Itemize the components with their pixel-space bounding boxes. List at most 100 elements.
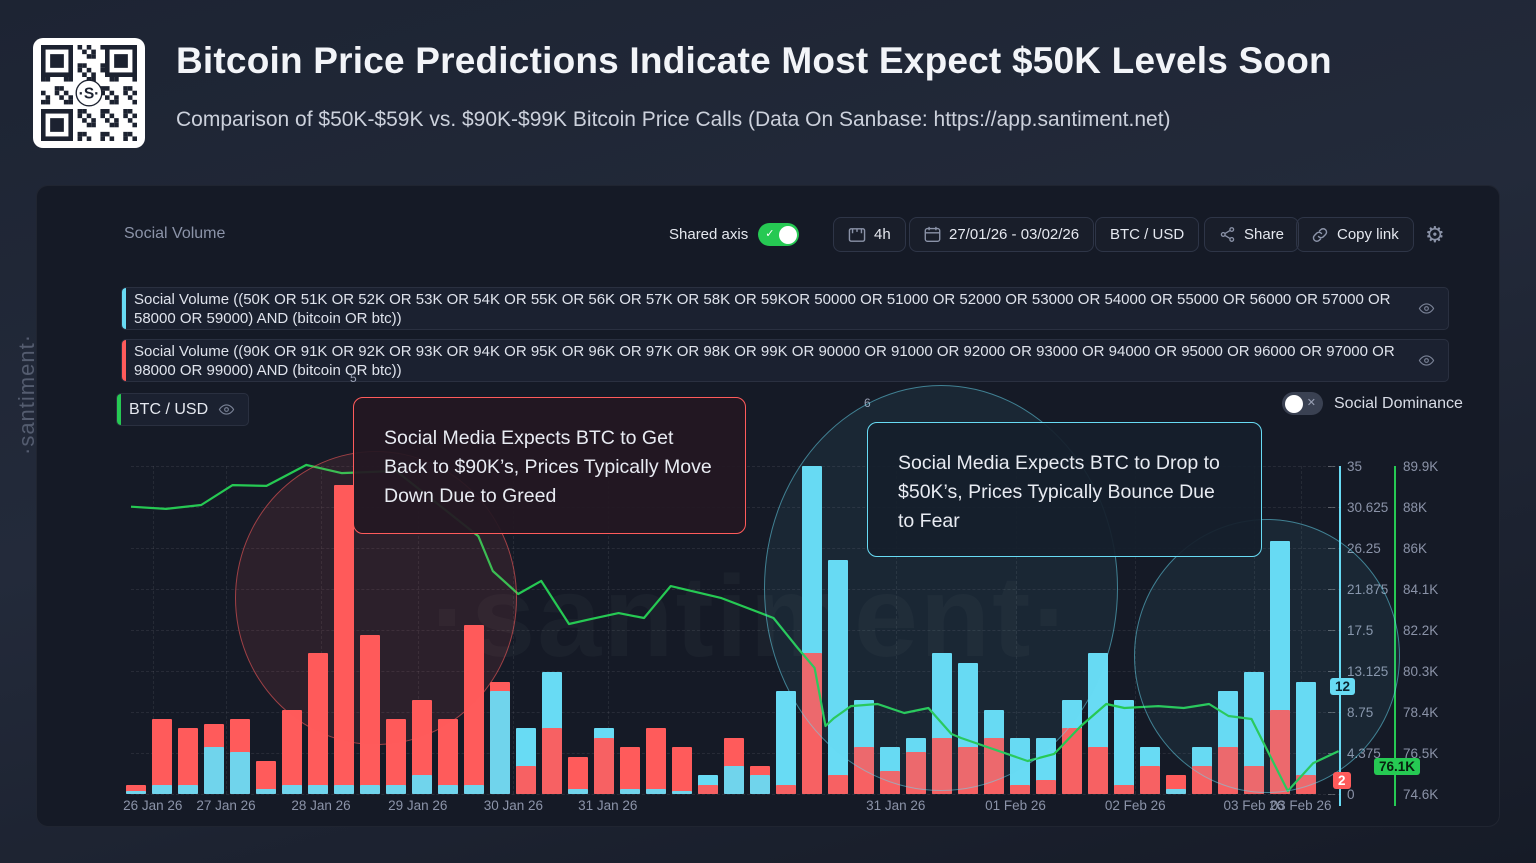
x-axis-label: 27 Jan 26 (196, 798, 256, 813)
current-price-badge: 76.1K (1374, 758, 1421, 775)
volume-axis-label: 21.875 (1347, 582, 1389, 597)
pair-legend-row[interactable]: BTC / USD (116, 393, 250, 426)
interval-button[interactable]: 4h (833, 217, 906, 252)
pair-legend-label: BTC / USD (129, 400, 209, 418)
bar-social-volume-50s (282, 784, 302, 794)
bar-social-volume-50s (334, 784, 354, 794)
gridline-vertical (152, 466, 154, 794)
shared-axis-toggle[interactable]: ✓ (758, 223, 800, 246)
pair-button[interactable]: BTC / USD (1095, 217, 1200, 252)
interval-label: 4h (874, 226, 891, 243)
volume-axis-tick (1328, 712, 1335, 713)
bar-social-volume-90s (464, 625, 484, 794)
bar-social-volume-90s (672, 747, 692, 794)
x-axis-label: 03 Feb 26 (1223, 798, 1285, 813)
bar-social-volume-90s (620, 747, 640, 794)
bar-social-volume-50s (178, 784, 198, 794)
bar-social-volume-90s (958, 747, 978, 794)
ruler-icon (848, 227, 866, 242)
bar-social-volume-90s (1088, 747, 1108, 794)
bar-social-volume-50s (256, 789, 276, 794)
bar-social-volume-90s (126, 784, 146, 794)
bar-social-volume-50s (126, 791, 146, 794)
bar-social-volume-90s (308, 653, 328, 794)
share-button[interactable]: Share (1204, 217, 1300, 252)
x-axis-label: 02 Feb 26 (1104, 798, 1166, 813)
gridline-horizontal (131, 671, 1341, 672)
gridline-vertical (1253, 466, 1255, 794)
page-subtitle: Comparison of $50K-$59K vs. $90K-$99K Bi… (176, 108, 1171, 131)
watermark-santiment-side: ·santiment· (14, 333, 39, 455)
bar-social-volume-50s (204, 747, 224, 794)
check-icon: ✓ (765, 228, 775, 240)
date-range-button[interactable]: 27/01/26 - 03/02/26 (909, 217, 1095, 252)
legend-row-50k[interactable]: Social Volume ((50K OR 51K OR 52K OR 53K… (121, 287, 1449, 330)
copy-link-button[interactable]: Copy link (1296, 217, 1414, 252)
bar-social-volume-90s (828, 775, 848, 794)
bar-social-volume-90s (906, 751, 926, 794)
gridline-vertical (1135, 466, 1137, 794)
bar-social-volume-50s (412, 775, 432, 794)
x-axis-label: 31 Jan 26 (578, 798, 638, 813)
volume-axis-tick (1328, 794, 1335, 795)
chart-panel: Social Volume Shared axis ✓ 4h 27/01/26 … (36, 185, 1500, 827)
volume-axis-tick (1328, 671, 1335, 672)
x-axis-label: 30 Jan 26 (483, 798, 544, 813)
annotation-box-90k[interactable]: Social Media Expects BTC to Get Back to … (353, 397, 746, 534)
bar-social-volume-90s (1244, 765, 1264, 794)
annotation-text-50k: Social Media Expects BTC to Drop to $50K… (898, 452, 1220, 532)
bar-social-volume-50s (750, 775, 770, 794)
volume-axis-label: 30.625 (1347, 500, 1389, 515)
price-axis-label: 76.5K (1403, 746, 1439, 761)
share-label: Share (1244, 226, 1285, 243)
calendar-icon (924, 226, 941, 242)
bar-social-volume-90s (1192, 765, 1212, 794)
bar-social-volume-50s (152, 784, 172, 794)
bar-social-volume-50s (386, 784, 406, 794)
price-axis-label: 89.9K (1403, 459, 1439, 474)
annotation-box-50k[interactable]: Social Media Expects BTC to Drop to $50K… (867, 422, 1262, 557)
price-axis-line (1394, 466, 1396, 806)
toggle-knob (778, 225, 797, 244)
bar-social-volume-50s (724, 765, 744, 794)
volume-axis-label: 17.5 (1347, 623, 1374, 638)
x-icon: ✕ (1306, 397, 1316, 409)
page-title: Bitcoin Price Predictions Indicate Most … (176, 40, 1332, 81)
bar-social-volume-90s (776, 784, 796, 794)
bar-social-volume-50s (776, 690, 796, 794)
legend-row-90k[interactable]: Social Volume ((90K OR 91K OR 92K OR 93K… (121, 339, 1449, 382)
bar-social-volume-50s (1114, 700, 1134, 794)
bar-social-volume-90s (1010, 784, 1030, 794)
bar-social-volume-90s (1296, 775, 1316, 794)
gridline-vertical (1301, 466, 1303, 794)
volume-axis-tick (1328, 507, 1335, 508)
bar-social-volume-50s (308, 784, 328, 794)
eye-icon[interactable] (217, 401, 236, 418)
eye-icon[interactable] (1417, 300, 1436, 322)
gridline-vertical (513, 466, 515, 794)
price-axis-label: 80.3K (1403, 664, 1439, 679)
price-axis-label: 84.1K (1403, 582, 1439, 597)
svg-text:·S·: ·S· (79, 85, 100, 102)
gridline-horizontal (131, 712, 1341, 713)
gridline-vertical (607, 466, 609, 794)
volume-axis-line (1339, 466, 1341, 806)
bar-social-volume-90s (880, 770, 900, 794)
x-axis-label: 31 Jan 26 (866, 798, 926, 813)
social-dominance-toggle[interactable]: ✕ (1282, 392, 1323, 415)
copy-link-label: Copy link (1337, 226, 1399, 243)
annotation-marker-5: 5 (350, 371, 357, 385)
price-axis-label: 88K (1403, 500, 1428, 515)
social-dominance-control: ✕ Social Dominance (1282, 392, 1463, 415)
x-axis-label: 03 Feb 26 (1270, 798, 1332, 813)
eye-icon[interactable] (1417, 352, 1436, 374)
panel-title: Social Volume (124, 225, 226, 242)
legend-color-red (122, 340, 126, 381)
x-axis-label: 26 Jan 26 (123, 798, 183, 813)
price-axis-label: 78.4K (1403, 705, 1439, 720)
settings-gear-icon[interactable]: ⚙ (1425, 222, 1445, 247)
bar-social-volume-50s (230, 751, 250, 794)
bar-social-volume-90s (412, 700, 432, 794)
chart-plot-area: ·santiment· 12 2 76.1K 5 6 3589.9K30.625… (123, 371, 1476, 813)
bar-social-volume-90s (178, 728, 198, 794)
